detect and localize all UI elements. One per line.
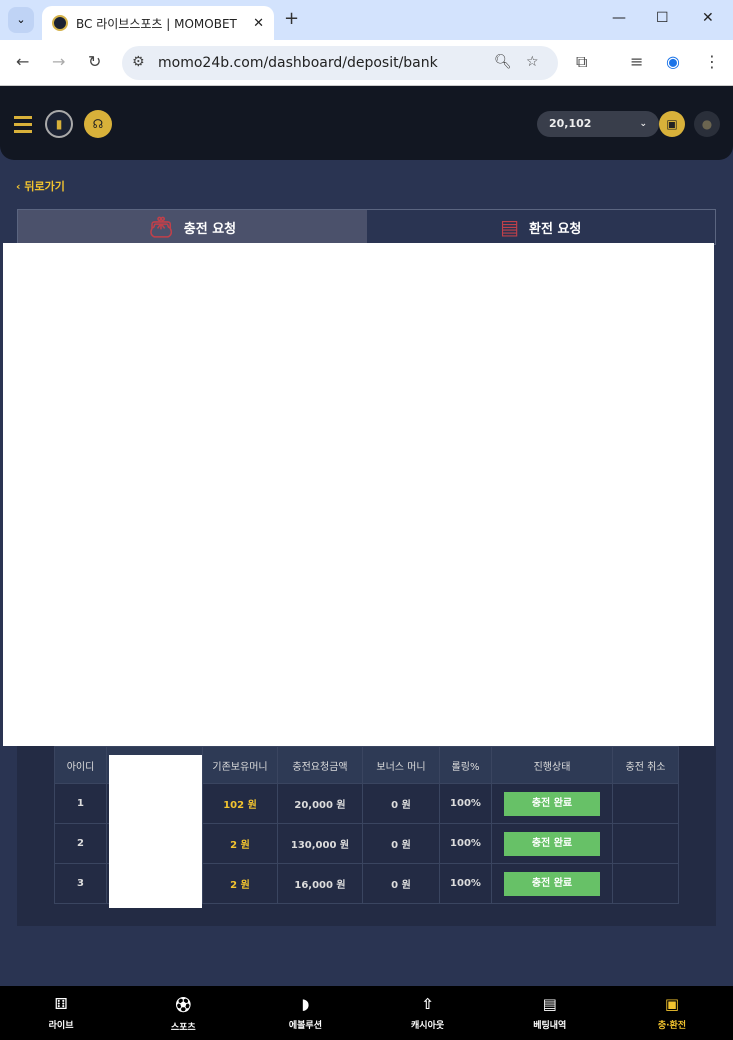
status-badge: 충전 완료 <box>504 871 600 896</box>
profile-icon[interactable]: ◉ <box>666 52 680 71</box>
nav-label: 라이브 <box>48 1021 74 1031</box>
favicon <box>52 15 68 31</box>
cell-cancel <box>612 863 679 904</box>
address-bar: ← → ↻ ⚙ momo24b.com/dashboard/deposit/ba… <box>0 40 733 86</box>
tab-label: 충전 요청 <box>183 221 237 237</box>
cell-prev: 2 원 <box>202 823 278 864</box>
cell-id: 3 <box>54 863 107 904</box>
menu-icon[interactable]: ⋮ <box>704 52 720 71</box>
back-label: 뒤로가기 <box>24 180 65 193</box>
status-badge: 충전 완료 <box>504 831 600 856</box>
cell-bonus: 0 원 <box>362 823 440 864</box>
back-link[interactable]: ‹ 뒤로가기 <box>16 180 65 193</box>
tab-deposit-request[interactable]: 👛︎ 충전 요청 <box>18 210 367 244</box>
cell-prev: 102 원 <box>202 783 278 824</box>
cell-bonus: 0 원 <box>362 863 440 904</box>
tab-label: 환전 요청 <box>529 221 582 237</box>
wallet-icon: ▣ <box>664 995 680 1013</box>
table-header-row: 아이디 기존보유머니 충전요청금액 보너스 머니 롤링% 진행상태 충전 취소 <box>54 746 679 784</box>
cell-prev: 2 원 <box>202 863 278 904</box>
cell-rolling: 100% <box>439 823 492 864</box>
nav-label: 스포츠 <box>170 1022 196 1033</box>
zoom-icon[interactable]: 🔍︎ <box>494 54 512 70</box>
url-input[interactable]: ⚙ momo24b.com/dashboard/deposit/bank 🔍︎ … <box>122 46 558 80</box>
cell-id: 2 <box>54 823 107 864</box>
col-status: 진행상태 <box>491 746 613 784</box>
col-bonus: 보너스 머니 <box>362 746 440 784</box>
cell-id: 1 <box>54 783 107 824</box>
redacted-column <box>109 755 202 908</box>
nav-label: 충·환전 <box>657 1021 687 1031</box>
back-icon[interactable]: ← <box>16 52 30 71</box>
media-icon[interactable]: ≡ <box>630 52 644 71</box>
extensions-icon[interactable]: ⧉ <box>576 52 588 71</box>
status-badge: 충전 완료 <box>504 791 600 816</box>
new-tab-button[interactable]: + <box>284 8 300 29</box>
support-headset-icon[interactable]: ☊ <box>84 110 112 138</box>
chevron-down-icon: ⌄ <box>639 119 647 129</box>
cell-amount: 130,000 원 <box>277 823 363 864</box>
cashout-icon: ⇧ <box>421 995 434 1013</box>
balance-dropdown[interactable]: 20,102 ⌄ <box>537 111 659 137</box>
col-id: 아이디 <box>54 746 107 784</box>
col-cancel: 충전 취소 <box>612 746 679 784</box>
close-tab-icon[interactable]: ✕ <box>253 15 264 31</box>
logo-icon[interactable]: ▮ <box>45 110 73 138</box>
minimize-button[interactable]: — <box>612 10 626 26</box>
bottom-nav: ⚅ 라이브 ⚽︎ 스포츠 ◗ 에볼루션 ⇧ 캐시아웃 ▤ 베팅내역 ▣ 충·환전 <box>0 986 733 1040</box>
cell-amount: 16,000 원 <box>277 863 363 904</box>
cell-bonus: 0 원 <box>362 783 440 824</box>
cell-rolling: 100% <box>439 783 492 824</box>
star-icon[interactable]: ☆ <box>526 54 539 70</box>
reload-icon[interactable]: ↻ <box>88 52 102 71</box>
wallet-icon: 👛︎ <box>148 215 174 239</box>
nav-evolution[interactable]: ◗ 에볼루션 <box>244 986 366 1040</box>
tab-withdraw-request[interactable]: ▤ 환전 요청 <box>367 210 716 244</box>
nav-sports[interactable]: ⚽︎ 스포츠 <box>122 986 244 1040</box>
close-window-button[interactable]: ✕ <box>702 10 714 26</box>
url-text: momo24b.com/dashboard/deposit/bank <box>158 55 438 71</box>
document-icon: ▤ <box>542 995 557 1013</box>
nav-label: 캐시아웃 <box>411 1021 445 1031</box>
cell-cancel <box>612 783 679 824</box>
browser-tab-strip: ⌄ BC 라이브스포츠 | MOMOBET ✕ + — ☐ ✕ <box>0 0 733 40</box>
cell-status: 충전 완료 <box>491 863 613 904</box>
col-amount: 충전요청금액 <box>277 746 363 784</box>
nav-bet-history[interactable]: ▤ 베팅내역 <box>489 986 611 1040</box>
browser-tab[interactable]: BC 라이브스포츠 | MOMOBET ✕ <box>42 6 274 40</box>
cell-cancel <box>612 823 679 864</box>
nav-label: 베팅내역 <box>533 1021 567 1031</box>
cell-rolling: 100% <box>439 863 492 904</box>
site-info-icon[interactable]: ⚙ <box>132 54 145 70</box>
live-field-icon: ⚅ <box>54 995 68 1013</box>
wallet-icon[interactable]: ▣ <box>659 111 685 137</box>
tab-title: BC 라이브스포츠 | MOMOBET <box>76 16 237 31</box>
col-rolling: 롤링% <box>439 746 492 784</box>
tab-search-dropdown[interactable]: ⌄ <box>8 7 34 33</box>
hamburger-menu-icon[interactable] <box>14 116 32 133</box>
nav-label: 에볼루션 <box>288 1021 322 1031</box>
atm-cash-icon: ▤ <box>500 215 520 239</box>
evolution-icon: ◗ <box>301 995 310 1013</box>
maximize-button[interactable]: ☐ <box>656 10 669 26</box>
nav-live[interactable]: ⚅ 라이브 <box>0 986 122 1040</box>
soccer-ball-icon: ⚽︎ <box>175 995 191 1014</box>
deposit-history-table: 아이디 기존보유머니 충전요청금액 보너스 머니 롤링% 진행상태 충전 취소 … <box>54 746 679 904</box>
forward-icon[interactable]: → <box>52 52 66 71</box>
avatar[interactable]: ● <box>694 111 720 137</box>
redacted-form-area <box>3 243 714 746</box>
balance-value: 20,102 <box>549 117 592 130</box>
cell-status: 충전 완료 <box>491 783 613 824</box>
col-prev-money: 기존보유머니 <box>202 746 278 784</box>
request-tabs: 👛︎ 충전 요청 ▤ 환전 요청 <box>17 209 716 245</box>
cell-amount: 20,000 원 <box>277 783 363 824</box>
cell-status: 충전 완료 <box>491 823 613 864</box>
nav-deposit-withdraw[interactable]: ▣ 충·환전 <box>611 986 733 1040</box>
nav-cashout[interactable]: ⇧ 캐시아웃 <box>367 986 489 1040</box>
